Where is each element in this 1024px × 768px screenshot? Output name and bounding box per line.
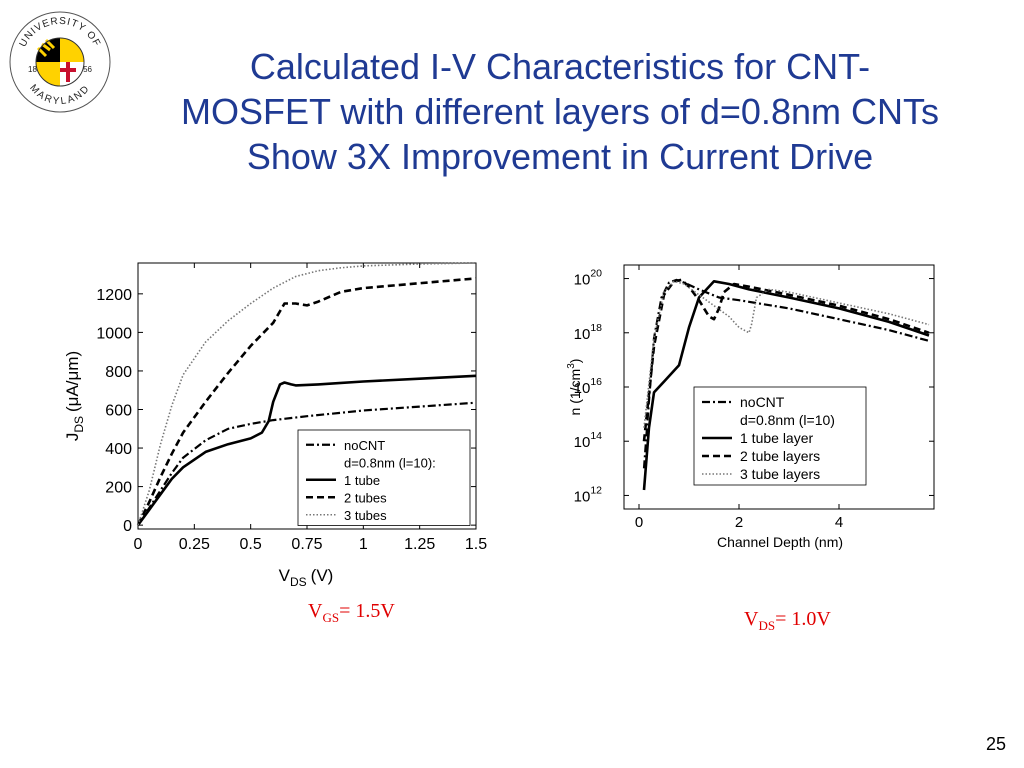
x-tick-label: 0.75 (291, 536, 322, 553)
y-axis-label-sub: DS (72, 416, 86, 433)
series-line-2-tube-layers (642, 278, 930, 442)
caption-right-sub: DS (758, 618, 776, 633)
y-tick-exponent: 12 (590, 484, 602, 496)
x-tick-label: 0 (134, 536, 143, 553)
vds-caption: VDS= 1.0V (744, 608, 831, 634)
y-tick-exponent: 16 (590, 376, 602, 388)
caption-left-value: = 1.5V (339, 600, 395, 622)
x-tick-label: 1.25 (404, 536, 435, 553)
y-tick-label: 1020 (574, 268, 603, 289)
legend-label: noCNT (344, 438, 385, 453)
logo-year-right: 56 (83, 65, 92, 74)
y-tick-base: 10 (574, 488, 591, 505)
caption-right-v: V (744, 608, 759, 630)
series-line-3-tubes (137, 262, 477, 526)
y-tick-exponent: 18 (590, 322, 602, 334)
legend-label: 2 tube layers (740, 448, 820, 464)
seal-shield (35, 37, 85, 87)
slide-title: Calculated I-V Characteristics for CNT- … (120, 44, 1000, 179)
y-tick-label: 1016 (574, 376, 603, 397)
x-tick-label: 0 (635, 514, 643, 531)
y-tick-exponent: 14 (590, 430, 602, 442)
caption-right-value: = 1.0V (775, 608, 831, 630)
series-line-1-tube (136, 374, 477, 526)
x-axis-label-sub: DS (290, 575, 307, 589)
y-tick-label: 600 (105, 402, 132, 419)
logo-year-left: 18 (28, 65, 37, 74)
legend-label: 1 tube (344, 473, 380, 488)
y-tick-base: 10 (574, 380, 591, 397)
title-line-3: Show 3X Improvement in Current Drive (246, 136, 874, 177)
y-tick-label: 1018 (574, 322, 603, 343)
university-logo: UNIVERSITY OF MARYLAND 18 56 (9, 11, 111, 113)
legend-label: 3 tube layers (740, 466, 820, 482)
y-tick-base: 10 (574, 434, 591, 451)
series-line-nocnt (137, 401, 477, 526)
series-line-2-tubes (136, 277, 477, 526)
y-tick-base: 10 (574, 272, 591, 289)
y-axis-label-sup: 3 (566, 363, 577, 369)
x-tick-label: 4 (835, 514, 843, 531)
y-tick-label: 200 (105, 480, 132, 497)
y-axis-label-main: J (63, 433, 82, 442)
y-tick-exponent: 20 (590, 268, 602, 280)
y-axis-label: n (1/cm3) (566, 359, 583, 416)
y-tick-base: 10 (574, 326, 591, 343)
y-axis-label-end: ) (567, 359, 583, 364)
legend-box (693, 386, 867, 486)
legend-label: d=0.8nm (l=10) (740, 412, 835, 428)
y-axis-label-main: n (1/cm (567, 369, 583, 416)
legend-label: 3 tubes (344, 508, 387, 523)
legend-label: d=0.8nm (l=10): (344, 455, 436, 470)
x-axis-label-main: V (279, 566, 291, 585)
y-axis-label-unit: (μA/μm) (63, 351, 82, 412)
iv-characteristics-chart: 0 0.25 0.5 0.75 1 1.25 1.5 0 200 400 600 800 1000 120… (63, 262, 487, 589)
y-tick-label: 1012 (574, 484, 603, 505)
x-axis-label-unit: (V) (311, 566, 334, 585)
y-tick-label: 1200 (96, 287, 132, 304)
x-tick-label: 0.25 (179, 536, 210, 553)
legend-label: 1 tube layer (740, 430, 813, 446)
series-line-1-tube-layer (642, 280, 930, 491)
y-tick-label: 0 (123, 518, 132, 535)
x-tick-label: 0.5 (240, 536, 262, 553)
x-axis-label: Channel Depth (nm) (717, 534, 843, 550)
legend-label: noCNT (740, 394, 785, 410)
y-tick-label: 1014 (574, 430, 603, 451)
y-tick-label: 400 (105, 441, 132, 458)
series-line-nocnt (642, 278, 930, 469)
series-line-3-tube-layers (643, 280, 930, 428)
x-tick-label: 1.5 (465, 536, 487, 553)
x-tick-label: 1 (359, 536, 368, 553)
x-tick-label: 2 (735, 514, 743, 531)
y-tick-label: 1000 (96, 325, 132, 342)
y-tick-label: 800 (105, 364, 132, 381)
legend-label: 2 tubes (344, 490, 387, 505)
legend-box (297, 429, 471, 526)
title-line-2: MOSFET with different layers of d=0.8nm … (181, 91, 939, 132)
page-number: 25 (985, 734, 1006, 754)
caption-left-sub: GS (322, 610, 340, 625)
x-axis-label: VDS (V) (279, 566, 334, 589)
title-line-1: Calculated I-V Characteristics for CNT- (249, 46, 871, 87)
y-axis-label: JDS (μA/μm) (63, 351, 86, 441)
caption-left-v: V (308, 600, 323, 622)
vgs-caption: VGS= 1.5V (308, 600, 395, 626)
